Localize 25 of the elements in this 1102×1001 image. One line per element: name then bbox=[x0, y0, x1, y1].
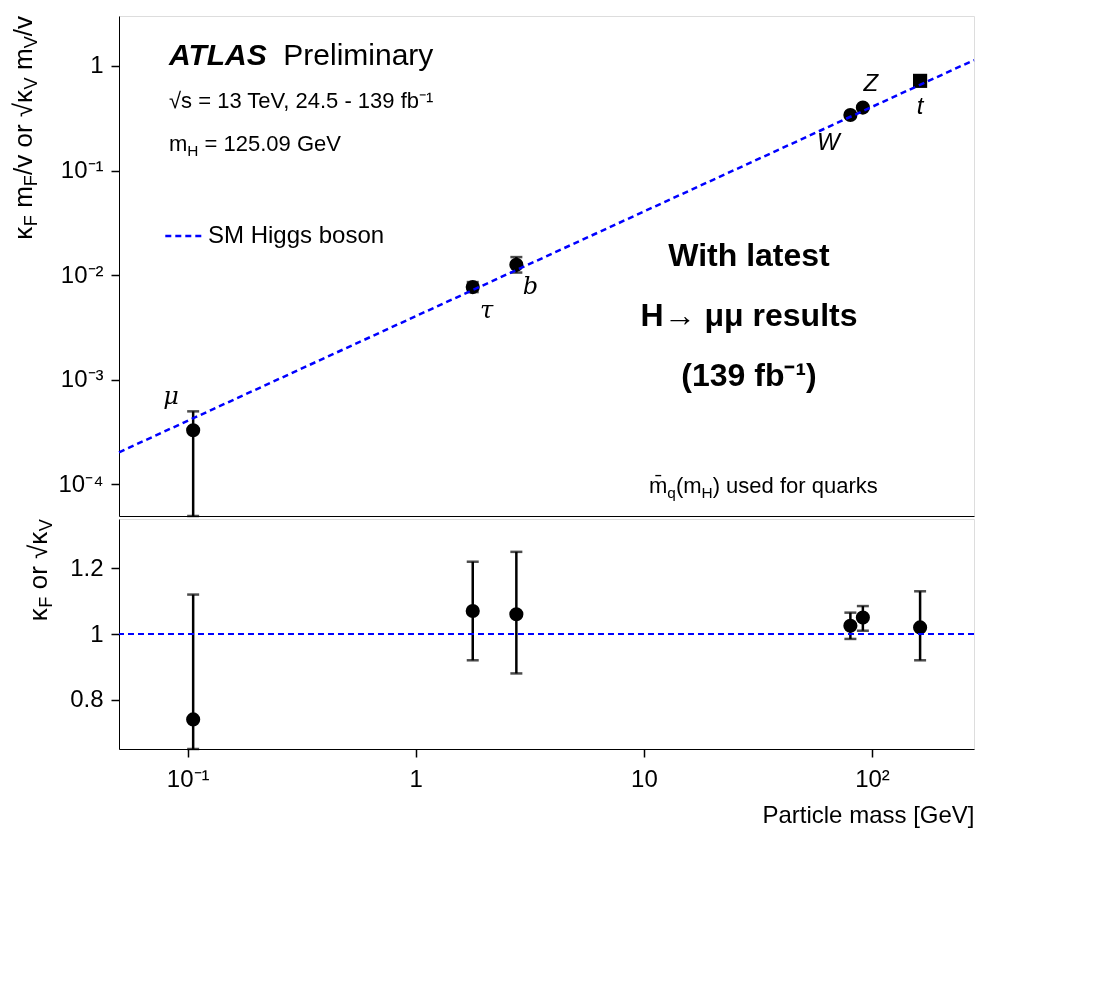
x-axis-title: Particle mass [GeV] bbox=[762, 800, 975, 828]
annotation: b bbox=[522, 271, 539, 300]
text: κF mF/v or √κV mV/v bbox=[8, 15, 41, 240]
y-tick-label: 10⁻⁴ bbox=[58, 470, 104, 497]
y-tick-label: 1 bbox=[90, 51, 104, 79]
y-tick-label: 1 bbox=[90, 619, 104, 647]
annotation: μ bbox=[163, 382, 179, 411]
annotation: Z bbox=[862, 68, 880, 96]
y-axis-title: κF or √κV bbox=[23, 518, 56, 622]
x-tick-label: 10⁻¹ bbox=[166, 764, 210, 792]
annotation: With latest H→ μμ results (139 fb⁻¹) bbox=[640, 237, 858, 393]
annotation: √s = 13 TeV, 24.5 - 139 fb⁻¹ bbox=[169, 88, 434, 113]
y-tick-label: 10⁻¹ bbox=[60, 156, 104, 184]
y-tick-label: 0.8 bbox=[70, 685, 104, 713]
annotation: τ bbox=[480, 296, 495, 325]
x-tick-label: 10² bbox=[855, 764, 890, 792]
annotation: ATLAS Preliminary bbox=[168, 38, 434, 71]
y-tick-label: 1.2 bbox=[70, 553, 104, 581]
x-tick-label: 10 bbox=[631, 764, 658, 792]
legend-label: SM Higgs boson bbox=[208, 221, 385, 248]
y-tick-label: 10⁻³ bbox=[60, 365, 104, 393]
x-tick-label: 1 bbox=[409, 764, 423, 792]
y-tick-label: 10⁻² bbox=[60, 260, 104, 288]
annotation: t bbox=[916, 91, 925, 119]
annotation: W bbox=[817, 127, 843, 155]
